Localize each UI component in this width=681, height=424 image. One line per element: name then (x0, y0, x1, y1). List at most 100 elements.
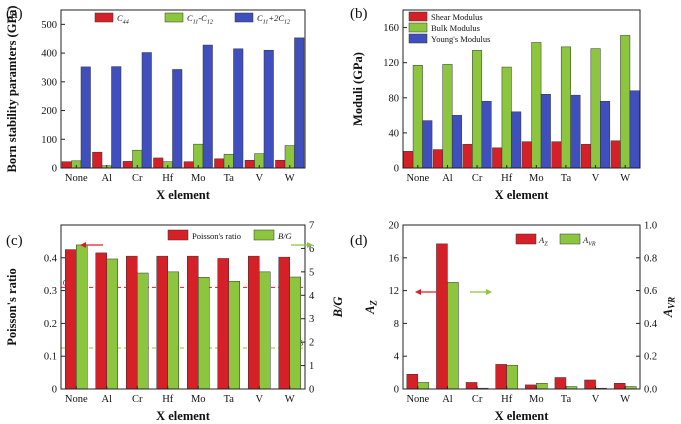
x-tick-label: Mo (191, 394, 206, 405)
bar-young-s-modulus (600, 101, 611, 169)
panel-label: (d) (350, 233, 368, 249)
x-tick-label: W (285, 394, 295, 405)
bar-c44 (153, 157, 164, 169)
bar-shear-modulus (492, 147, 503, 169)
bar-c11-2c12 (294, 37, 305, 169)
svg-text:C11+2C12: C11+2C12 (257, 13, 290, 26)
panel-label: (a) (6, 6, 23, 22)
y-tick-label: 500 (41, 20, 57, 31)
y-tick-label: 12 (389, 286, 400, 297)
plot-frame (402, 224, 641, 390)
svg-text:AVR: AVR (661, 297, 677, 318)
x-tick-label: Hf (162, 173, 174, 184)
legend-swatch (408, 33, 428, 44)
legend-swatch (515, 233, 537, 245)
svg-text:Moduli (GPa): Moduli (GPa) (351, 52, 365, 126)
y-axis-title: AZ (363, 300, 379, 315)
x-tick-label: Ta (224, 394, 235, 405)
x-tick-label: W (285, 173, 295, 184)
x-tick-label: Al (102, 394, 113, 405)
bar-c44 (122, 161, 133, 169)
x-tick-label: Cr (132, 173, 143, 184)
legend-swatch (164, 12, 184, 23)
x-tick-label: Al (102, 173, 113, 184)
legend-swatch (408, 22, 428, 33)
x-tick-label: Ta (561, 394, 572, 405)
bar-bulk-modulus (560, 46, 571, 169)
bar-az (436, 243, 448, 390)
y-tick-label: 0.3 (44, 286, 57, 297)
y-tick-label: 20 (389, 221, 400, 232)
y-tick-label: 160 (383, 23, 399, 34)
plot-frame (60, 9, 306, 169)
bar-c11-2c12 (172, 69, 183, 169)
x-tick-label: Hf (162, 394, 174, 405)
y2-tick-label: 1 (309, 361, 314, 372)
y2-tick-label: 1.0 (644, 221, 657, 232)
bar-c11-2c12 (263, 49, 274, 169)
bar-shear-modulus (521, 141, 532, 169)
legend-swatch (94, 12, 114, 23)
svg-text:B/G: B/G (278, 231, 292, 241)
bar-shear-modulus (432, 149, 443, 169)
x-tick-label: Mo (529, 173, 544, 184)
bar-poisson-s-ratio (95, 252, 107, 390)
x-tick-label: V (592, 394, 600, 405)
bar-c11-c12 (284, 145, 295, 169)
x-tick-label: Cr (472, 394, 483, 405)
bar-shear-modulus (551, 141, 562, 169)
y-tick-label: 0 (52, 385, 57, 396)
bar-avr (417, 382, 430, 390)
x-tick-label: W (620, 173, 630, 184)
bar-shear-modulus (462, 144, 473, 169)
x-tick-label: Cr (132, 394, 143, 405)
legend-swatch (234, 12, 254, 23)
y-tick-label: 4 (394, 352, 400, 363)
bar-az (584, 379, 596, 390)
y-axis-title: Moduli (GPa) (351, 52, 365, 126)
bar-avr (447, 282, 459, 390)
y2-tick-label: 5 (309, 267, 314, 278)
panel-label: (c) (6, 233, 23, 249)
bar-avr (506, 364, 518, 390)
legend-swatch (167, 229, 189, 241)
bar-poisson-s-ratio (248, 255, 260, 390)
y-axis-title: Poisson's ratio (5, 268, 19, 345)
bar-avr (536, 383, 548, 390)
x-tick-label: Cr (472, 173, 483, 184)
panel-0: (a) 0 100 200 300 400 500 None Al Cr Hf Mo Ta V W X ele… (5, 6, 306, 202)
svg-text:AVR: AVR (582, 235, 596, 248)
bar-shear-modulus (581, 144, 592, 169)
y-tick-label: 100 (41, 135, 57, 146)
x-tick-label: Hf (501, 173, 513, 184)
bar-bulk-modulus (412, 65, 423, 169)
legend-swatch (253, 229, 275, 241)
bar-young-s-modulus (511, 111, 522, 169)
y-tick-label: 120 (383, 58, 399, 69)
y2-tick-label: 0.0 (644, 385, 657, 396)
legend-label: Poisson's ratio (192, 231, 241, 241)
x-axis-title: X element (156, 409, 211, 423)
bar-young-s-modulus (422, 120, 433, 169)
bar-poisson-s-ratio (278, 256, 290, 390)
y-tick-label: 80 (389, 93, 400, 104)
bar-b-g (289, 276, 301, 390)
panel-3: (d) 0 4 8 12 16 20 0.0 0.2 0.4 0.6 0.8 1.0 None Al Cr Hf… (350, 221, 677, 424)
bar-bulk-modulus (442, 64, 453, 169)
y2-tick-label: 6 (309, 244, 314, 255)
legend-swatch (408, 11, 428, 22)
x-axis-title: X element (495, 188, 550, 202)
legend-swatch (559, 233, 581, 245)
bar-az (495, 364, 507, 390)
y-tick-label: 300 (41, 77, 57, 88)
bar-poisson-s-ratio (65, 249, 77, 390)
legend: AZ AVR (415, 233, 596, 295)
bar-young-s-modulus (481, 101, 492, 169)
y2-tick-label: 0.2 (644, 352, 657, 363)
plot-frame (60, 224, 306, 390)
svg-text:B/G: B/G (331, 297, 345, 319)
bar-bulk-modulus (531, 42, 542, 169)
y-tick-label: 0 (394, 385, 399, 396)
bar-c44 (92, 151, 103, 169)
